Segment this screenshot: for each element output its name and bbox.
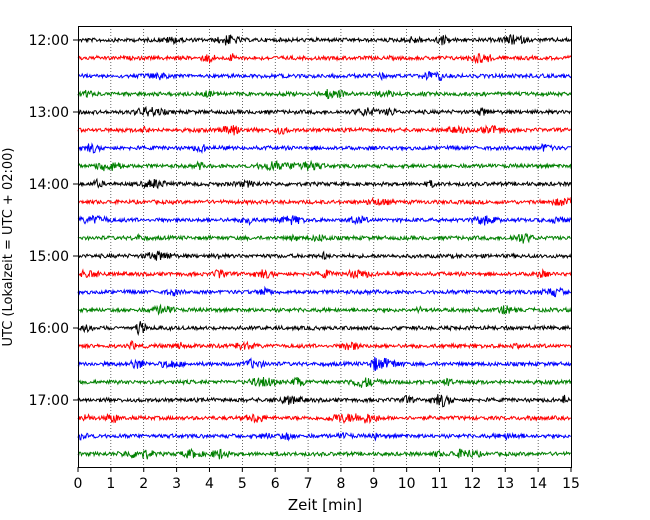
y-tick-label: 13:00 <box>29 105 69 121</box>
x-tick-label: 0 <box>74 476 83 492</box>
trace-line <box>77 285 572 298</box>
trace-line <box>77 376 572 388</box>
trace-line <box>77 159 572 172</box>
trace-line <box>77 70 572 82</box>
trace-line <box>77 340 572 351</box>
trace-line <box>77 34 572 46</box>
trace-line <box>77 250 572 261</box>
trace-line <box>77 303 572 316</box>
y-tick-label: 15:00 <box>29 249 69 265</box>
x-tick-label: 2 <box>139 476 148 492</box>
x-tick-label: 13 <box>496 476 514 492</box>
trace-line <box>77 394 572 408</box>
trace-line <box>77 52 572 65</box>
y-axis: 12:00 13:00 14:00 15:00 16:00 17:00 <box>29 33 78 409</box>
x-axis: 0 1 2 3 4 5 6 7 8 9 10 11 12 13 14 15 <box>74 467 580 492</box>
trace-line <box>77 124 572 136</box>
y-tick-label: 17:00 <box>29 393 69 409</box>
trace-line <box>77 232 571 244</box>
trace-line <box>77 431 571 442</box>
y-tick-label: 16:00 <box>29 321 69 337</box>
x-tick-label: 7 <box>304 476 313 492</box>
x-tick-label: 12 <box>463 476 481 492</box>
trace-line <box>77 105 572 118</box>
trace-line <box>77 447 571 460</box>
trace-lines <box>77 34 572 460</box>
y-axis-title: UTC (Lokalzeit = UTC + 02:00) <box>1 148 16 347</box>
trace-line <box>77 214 572 226</box>
trace-line <box>77 413 572 425</box>
x-tick-label: 9 <box>369 476 378 492</box>
trace-line <box>77 88 572 100</box>
x-tick-label: 5 <box>238 476 247 492</box>
x-tick-label: 8 <box>336 476 345 492</box>
x-axis-title: Zeit [min] <box>288 496 362 514</box>
plot-frame <box>78 26 572 468</box>
trace-line <box>77 321 571 337</box>
trace-line <box>77 356 572 371</box>
trace-line <box>77 177 572 190</box>
trace-line <box>77 142 571 154</box>
x-tick-label: 3 <box>172 476 181 492</box>
x-tick-label: 6 <box>271 476 280 492</box>
x-tick-label: 1 <box>106 476 115 492</box>
trace-line <box>77 268 572 280</box>
y-tick-label: 12:00 <box>29 33 69 49</box>
x-tick-label: 11 <box>431 476 449 492</box>
y-tick-label: 14:00 <box>29 177 69 193</box>
x-tick-label: 15 <box>562 476 580 492</box>
x-tick-label: 14 <box>529 476 547 492</box>
x-tick-label: 10 <box>398 476 416 492</box>
trace-line <box>77 196 572 207</box>
x-tick-label: 4 <box>205 476 214 492</box>
